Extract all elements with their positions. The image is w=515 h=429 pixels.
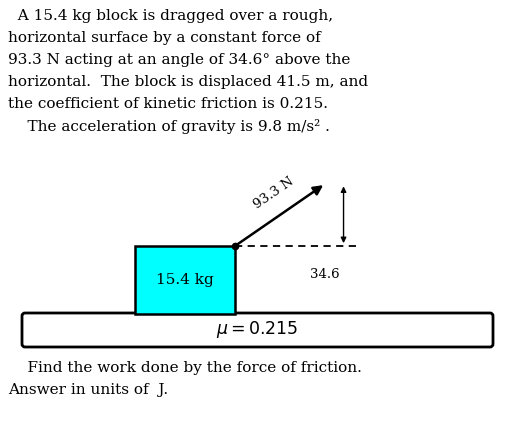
Text: 93.3 N: 93.3 N <box>252 175 297 211</box>
Text: Answer in units of  J.: Answer in units of J. <box>8 383 168 397</box>
Text: horizontal surface by a constant force of: horizontal surface by a constant force o… <box>8 31 321 45</box>
Text: Find the work done by the force of friction.: Find the work done by the force of frict… <box>8 361 362 375</box>
Text: horizontal.  The block is displaced 41.5 m, and: horizontal. The block is displaced 41.5 … <box>8 75 368 89</box>
FancyBboxPatch shape <box>22 313 493 347</box>
Text: The acceleration of gravity is 9.8 m/s² .: The acceleration of gravity is 9.8 m/s² … <box>8 119 330 134</box>
Bar <box>135 246 235 314</box>
Text: 15.4 kg: 15.4 kg <box>156 273 214 287</box>
Text: 34.6: 34.6 <box>310 268 339 281</box>
Text: 93.3 N acting at an angle of 34.6° above the: 93.3 N acting at an angle of 34.6° above… <box>8 53 350 67</box>
Text: $\mu = 0.215$: $\mu = 0.215$ <box>216 320 298 341</box>
Text: A 15.4 kg block is dragged over a rough,: A 15.4 kg block is dragged over a rough, <box>8 9 333 23</box>
Text: the coefficient of kinetic friction is 0.215.: the coefficient of kinetic friction is 0… <box>8 97 328 111</box>
